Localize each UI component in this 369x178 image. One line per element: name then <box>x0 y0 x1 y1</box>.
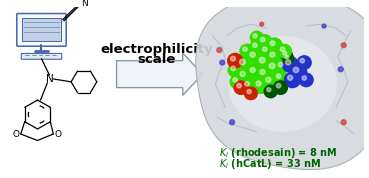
Circle shape <box>273 71 287 85</box>
Text: O: O <box>54 130 61 138</box>
Circle shape <box>283 57 298 72</box>
Circle shape <box>267 38 282 53</box>
Circle shape <box>300 59 304 63</box>
Bar <box>22 18 61 41</box>
Circle shape <box>283 51 287 55</box>
Text: O: O <box>13 130 20 138</box>
Circle shape <box>267 49 283 64</box>
Circle shape <box>245 82 249 86</box>
Circle shape <box>231 66 235 71</box>
Circle shape <box>270 41 275 46</box>
Circle shape <box>260 69 265 75</box>
Circle shape <box>286 60 291 65</box>
Circle shape <box>266 60 283 77</box>
Circle shape <box>239 59 245 65</box>
Circle shape <box>260 44 273 58</box>
Circle shape <box>247 49 263 64</box>
Circle shape <box>258 35 272 48</box>
Circle shape <box>341 43 346 48</box>
Circle shape <box>283 53 294 64</box>
Circle shape <box>217 48 222 53</box>
Circle shape <box>256 54 273 71</box>
Circle shape <box>264 85 277 98</box>
Circle shape <box>233 78 237 82</box>
Circle shape <box>267 88 271 92</box>
Circle shape <box>287 75 293 80</box>
Circle shape <box>263 74 279 90</box>
Circle shape <box>322 24 326 28</box>
Polygon shape <box>228 36 337 132</box>
Circle shape <box>250 67 255 73</box>
Circle shape <box>262 47 267 51</box>
Circle shape <box>253 43 257 48</box>
Circle shape <box>253 78 269 93</box>
Text: scale: scale <box>137 53 176 66</box>
Circle shape <box>270 52 275 57</box>
Circle shape <box>242 79 256 92</box>
Circle shape <box>230 75 244 89</box>
Circle shape <box>237 83 241 88</box>
Circle shape <box>247 90 251 94</box>
Circle shape <box>244 87 257 100</box>
Circle shape <box>341 120 346 125</box>
Text: $\mathit{K}_i$ (rhodesain) = 8 nM: $\mathit{K}_i$ (rhodesain) = 8 nM <box>219 146 338 160</box>
Polygon shape <box>117 53 203 95</box>
Circle shape <box>293 67 299 73</box>
Circle shape <box>228 64 242 77</box>
Circle shape <box>231 56 235 61</box>
Circle shape <box>250 52 255 57</box>
Circle shape <box>302 76 307 80</box>
Circle shape <box>290 64 307 80</box>
Circle shape <box>284 72 300 88</box>
Circle shape <box>237 68 253 84</box>
Polygon shape <box>196 0 369 170</box>
Circle shape <box>234 81 248 94</box>
Circle shape <box>280 47 285 51</box>
Circle shape <box>276 83 281 88</box>
Circle shape <box>243 47 247 51</box>
Circle shape <box>220 60 225 65</box>
Circle shape <box>266 77 271 82</box>
Circle shape <box>280 49 292 61</box>
Text: $\mathit{K}_i$ (hCatL) = 33 nM: $\mathit{K}_i$ (hCatL) = 33 nM <box>219 157 321 171</box>
Circle shape <box>228 53 242 68</box>
Circle shape <box>299 73 313 87</box>
Circle shape <box>240 44 254 58</box>
Text: N: N <box>45 74 53 84</box>
Circle shape <box>247 64 263 80</box>
Circle shape <box>256 81 261 86</box>
Circle shape <box>285 56 289 59</box>
Text: electrophilicity: electrophilicity <box>100 43 213 56</box>
Circle shape <box>297 56 311 69</box>
Circle shape <box>236 56 254 73</box>
Circle shape <box>260 22 264 26</box>
Circle shape <box>250 40 264 54</box>
Circle shape <box>251 31 263 44</box>
Circle shape <box>259 57 265 63</box>
Text: N: N <box>81 0 88 8</box>
Circle shape <box>230 120 235 125</box>
Circle shape <box>253 34 257 38</box>
Circle shape <box>240 71 245 76</box>
Circle shape <box>338 67 343 72</box>
Circle shape <box>276 74 281 78</box>
Circle shape <box>276 60 289 73</box>
Circle shape <box>257 66 273 82</box>
Circle shape <box>278 62 283 67</box>
FancyBboxPatch shape <box>21 53 62 59</box>
Circle shape <box>269 63 275 69</box>
Circle shape <box>277 44 292 58</box>
Circle shape <box>273 81 287 94</box>
Circle shape <box>261 37 265 42</box>
FancyBboxPatch shape <box>17 14 66 46</box>
